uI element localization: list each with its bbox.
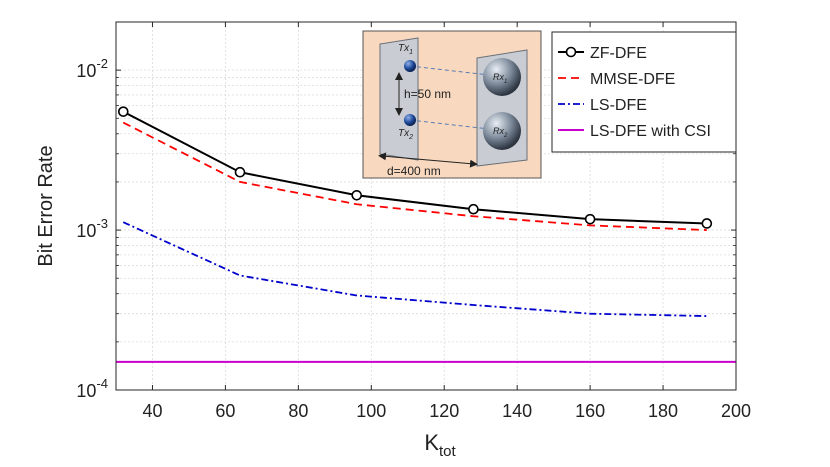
tx2-sphere [404,114,416,126]
y-axis-label: Bit Error Rate [35,145,57,266]
d-label: d=400 nm [387,164,441,178]
y-tick-label-0: 10-4 [76,376,108,401]
rx1-sphere [483,58,521,96]
x-tick-label-8: 200 [721,401,751,421]
x-tick-label-1: 60 [215,401,235,421]
tx1-sphere [404,60,416,72]
legend-label-ls-dfe: LS-DFE [590,97,647,114]
legend: ZF-DFE MMSE-DFE LS-DFE LS-DFE with CSI [551,31,737,153]
point-zf-dfe-4 [584,213,596,225]
rx2-label: Rx2 [493,126,508,139]
x-tick-label-3: 100 [356,401,386,421]
point-zf-dfe-5 [701,218,713,229]
point-zf-dfe-1 [234,166,246,178]
h-label: h=50 nm [404,87,451,101]
x-tick-label-0: 40 [142,401,162,421]
x-tick-label-7: 180 [648,401,678,421]
point-zf-dfe-3 [468,203,479,215]
y-tick-label-2: 10-2 [76,56,108,81]
rx1-label: Rx1 [493,72,507,85]
inset-diagram: Tx1 Tx2 Rx1 Rx2 h=50 nm d=400 nm [362,30,542,179]
legend-label-zf-dfe: ZF-DFE [590,45,647,62]
d-arrow [378,152,478,168]
legend-label-mmse-dfe: MMSE-DFE [590,71,675,88]
x-tick-label-2: 80 [288,401,308,421]
y-tick-label-1: 10-3 [76,216,108,241]
x-ticks: 40 60 80 100 120 140 160 180 200 [142,22,751,421]
x-axis-label: Ktot [424,430,456,460]
series-line-mmse-dfe [122,121,707,231]
legend-label-ls-dfe-with-csi: LS-DFE with CSI [590,123,711,140]
series-line-ls-dfe [122,221,707,317]
rx2-sphere [483,112,521,150]
legend-marker-zf-dfe [565,46,577,58]
x-tick-label-4: 120 [429,401,459,421]
point-zf-dfe-0 [117,106,129,117]
x-tick-label-5: 140 [502,401,532,421]
point-zf-dfe-2 [351,189,363,201]
x-tick-label-6: 160 [575,401,605,421]
axes-box [115,21,737,391]
y-ticks: 10-4 10-3 10-2 [76,21,736,401]
tx1-label: Tx1 [398,43,413,56]
tx2-label: Tx2 [398,128,413,141]
series-line-zf-dfe [122,110,707,225]
